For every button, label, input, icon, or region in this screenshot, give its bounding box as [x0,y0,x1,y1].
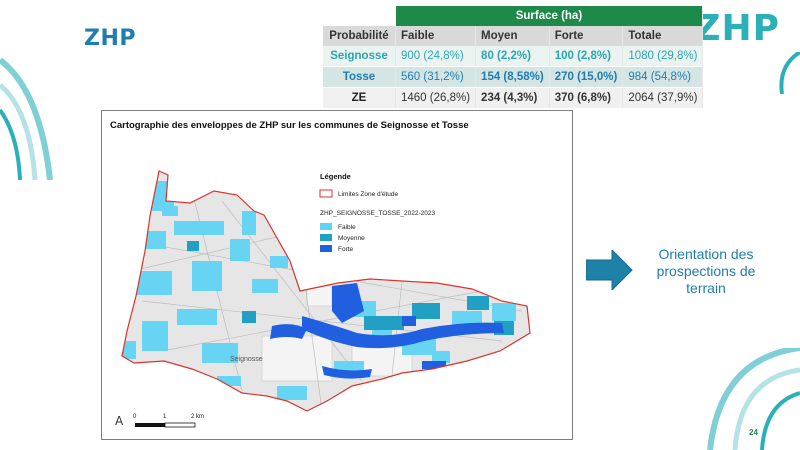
orientation-text: Orientation des prospections de terrain [640,246,772,297]
legend-swatch-limit [319,189,333,198]
col-header-probabilite: Probabilité [323,26,396,46]
scale-bar: 0 1 2 km [133,414,204,428]
corner-decoration-top-left [0,57,53,180]
cell-forte: 270 (15,0%) [549,66,624,88]
cell-totale: 984 (54,8%) [622,66,704,88]
cell-forte: 370 (6,8%) [549,87,624,109]
cell-moyen: 80 (2,2%) [475,46,550,67]
cell-faible: 1460 (26,8%) [395,87,477,109]
table-row: ZE 1460 (26,8%) 234 (4,3%) 370 (6,8%) 20… [323,87,704,109]
orientation-line-3: terrain [686,280,726,296]
page-number: 24 [749,428,758,437]
row-label-ze: ZE [323,87,396,109]
scale-tick-2: 2 km [191,414,204,420]
map-title: Cartographie des enveloppes de ZHP sur l… [110,120,469,131]
study-zone-boundary [121,170,531,412]
scale-tick-1: 1 [163,414,167,420]
scale-tick-0: 0 [133,414,137,420]
cell-totale: 2064 (37,9%) [622,87,704,109]
legend-faible-label: Faible [338,224,356,231]
legend-forte-label: Forte [338,246,354,253]
surface-table: Surface (ha) Probabilité Faible Moyen Fo… [323,6,704,109]
legend-layer-label: ZHP_SEIGNOSSE_TOSSE_2022-2023 [320,210,436,217]
page-title-right: ZHP [694,8,780,49]
map-image: Seignosse Légende Limites Zone d'étude Z… [115,170,531,428]
legend-title: Légende [320,172,351,181]
cell-moyen: 234 (4,3%) [475,87,550,109]
col-header-totale: Totale [622,26,704,46]
col-header-moyen: Moyen [475,26,550,46]
page-title-left: ZHP [84,26,136,51]
zhp-layer [122,171,530,411]
arrow-right-icon [586,250,633,290]
surface-group-header: Surface (ha) [395,6,704,26]
orientation-line-1: Orientation des [658,246,754,262]
table-row: Seignosse 900 (24,8%) 80 (2,2%) 100 (2,8… [323,46,704,67]
legend-limit-label: Limites Zone d'étude [338,191,399,198]
corner-decoration-bottom-right [707,348,800,450]
corner-decoration-top-right [779,52,800,94]
cell-forte: 100 (2,8%) [549,46,624,67]
legend-swatch-forte [320,245,332,252]
legend-swatch-moyenne [320,234,332,241]
map-panel: Cartographie des enveloppes de ZHP sur l… [101,110,573,440]
legend-moyenne-label: Moyenne [338,235,365,242]
row-label-tosse: Tosse [323,66,396,88]
cell-moyen: 154 (8,58%) [475,66,550,88]
orientation-line-2: prospections de [656,263,756,279]
cell-faible: 560 (31,2%) [395,66,477,88]
legend-swatch-faible [320,223,332,230]
north-arrow-icon: A [115,414,124,428]
row-label-seignosse: Seignosse [323,46,396,67]
col-header-forte: Forte [549,26,624,46]
cell-faible: 900 (24,8%) [395,46,477,67]
cell-totale: 1080 (29,8%) [622,46,704,67]
table-row: Tosse 560 (31,2%) 154 (8,58%) 270 (15,0%… [323,66,704,88]
col-header-faible: Faible [395,26,477,46]
place-label: Seignosse [230,356,263,363]
